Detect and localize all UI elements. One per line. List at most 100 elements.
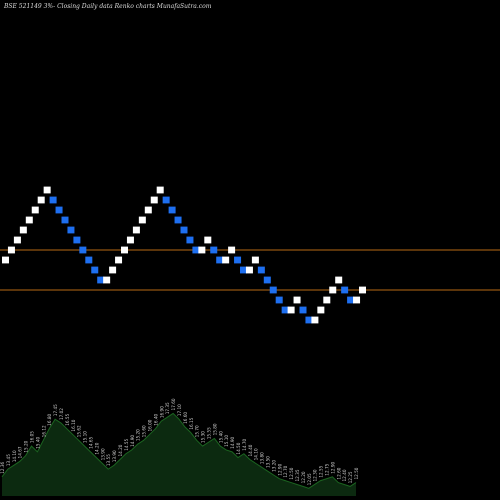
volume-label: 13.50 (266, 456, 271, 468)
renko-brick-up (13, 236, 21, 244)
volume-label: 15.80 (212, 423, 217, 435)
renko-brick-down (91, 266, 99, 274)
volume-label: 12.50 (354, 467, 359, 479)
volume-label: 14.70 (242, 438, 247, 450)
renko-brick-down (162, 196, 170, 204)
renko-brick-up (287, 306, 295, 314)
renko-brick-up (31, 206, 39, 214)
volume-area (1, 412, 357, 496)
renko-brick-up (335, 276, 343, 284)
renko-brick-up (43, 186, 51, 194)
renko-brick-up (323, 296, 331, 304)
volume-label: 13.90 (112, 450, 117, 462)
volume-label: 14.20 (94, 442, 99, 454)
volume-label: 16.12 (41, 425, 46, 437)
renko-brick-down (281, 306, 289, 314)
renko-brick-down (180, 226, 188, 234)
volume-label: 14.20 (118, 444, 123, 456)
volume-label: 12.40 (342, 469, 347, 481)
renko-brick-up (132, 226, 140, 234)
volume-label: 15.70 (195, 425, 200, 437)
volume-label: 15.55 (207, 427, 212, 439)
renko-bricks (2, 186, 366, 324)
renko-brick-up (126, 236, 134, 244)
volume-label: 13.20 (271, 460, 276, 472)
renko-brick-up (144, 206, 152, 214)
renko-brick-up (19, 226, 27, 234)
renko-brick-down (263, 276, 271, 284)
renko-brick-down (55, 206, 63, 214)
volume-label: 12.25 (348, 471, 353, 483)
renko-brick-up (198, 246, 206, 254)
volume-label: 17.60 (171, 398, 176, 410)
volume-label: 15.60 (142, 425, 147, 437)
volume-label: 14.50 (236, 442, 241, 454)
volume-label: 16.40 (153, 413, 158, 425)
volume-label: 15.20 (136, 429, 141, 441)
renko-brick-down (186, 236, 194, 244)
renko-brick-down (299, 306, 307, 314)
volume-label: 16.60 (183, 412, 188, 424)
renko-brick-up (293, 296, 301, 304)
renko-brick-up (37, 196, 45, 204)
volume-label: 15.30 (201, 431, 206, 443)
volume-label: 16.05 (30, 431, 35, 443)
renko-brick-down (79, 246, 87, 254)
renko-brick-down (73, 236, 81, 244)
renko-brick-up (115, 256, 123, 264)
volume-label: 12.36 (0, 461, 5, 473)
renko-brick-down (341, 286, 349, 294)
renko-brick-up (359, 286, 366, 294)
volume-label: 12.60 (336, 467, 341, 479)
volume-label: 12.90 (330, 461, 335, 473)
volume-label: 14.10 (254, 448, 259, 460)
volume-label: 12.30 (313, 469, 318, 481)
volume-label: 14.55 (124, 438, 129, 450)
volume-label: 16.80 (47, 413, 52, 425)
renko-brick-up (2, 256, 9, 264)
volume-label: 15.40 (218, 431, 223, 443)
renko-brick-up (311, 316, 319, 324)
volume-label: 14.90 (230, 437, 235, 449)
renko-brick-down (257, 266, 265, 274)
volume-label: 14.67 (18, 446, 23, 458)
volume-label: 16.10 (71, 419, 76, 431)
volume-label: 13.90 (100, 448, 105, 460)
volume-area-fill (2, 413, 356, 496)
renko-brick-down (49, 196, 57, 204)
renko-brick-down (347, 296, 355, 304)
renko-brick-up (25, 216, 33, 224)
volume-label: 14.10 (12, 450, 17, 462)
volume-label: 17.35 (165, 402, 170, 414)
volume-label: 17.02 (59, 408, 64, 420)
renko-brick-up (245, 266, 253, 274)
volume-label: 12.70 (283, 465, 288, 477)
volume-label: 12.55 (319, 465, 324, 477)
volume-label: 12.35 (295, 469, 300, 481)
renko-brick-up (329, 286, 337, 294)
volume-label: 15.10 (224, 435, 229, 447)
volume-label: 16.55 (65, 413, 70, 425)
renko-brick-down (174, 216, 182, 224)
renko-brick-down (305, 316, 313, 324)
renko-brick-up (121, 246, 128, 254)
renko-brick-down (234, 256, 242, 264)
renko-brick-down (85, 256, 93, 264)
volume-label: 12.75 (325, 463, 330, 475)
renko-brick-down (97, 276, 105, 284)
volume-area-line (1, 412, 357, 489)
volume-label: 16.15 (189, 417, 194, 429)
volume-label: 13.55 (106, 454, 111, 466)
renko-brick-up (156, 186, 164, 194)
volume-label: 17.10 (177, 404, 182, 416)
volume-label: 15.62 (77, 425, 82, 437)
volume-label: 12.05 (307, 473, 312, 485)
renko-brick-up (109, 266, 117, 274)
renko-brick-up (251, 256, 259, 264)
renko-brick-down (61, 216, 69, 224)
renko-brick-down (192, 246, 200, 254)
volume-label: 15.20 (24, 440, 29, 452)
renko-brick-up (228, 246, 236, 254)
